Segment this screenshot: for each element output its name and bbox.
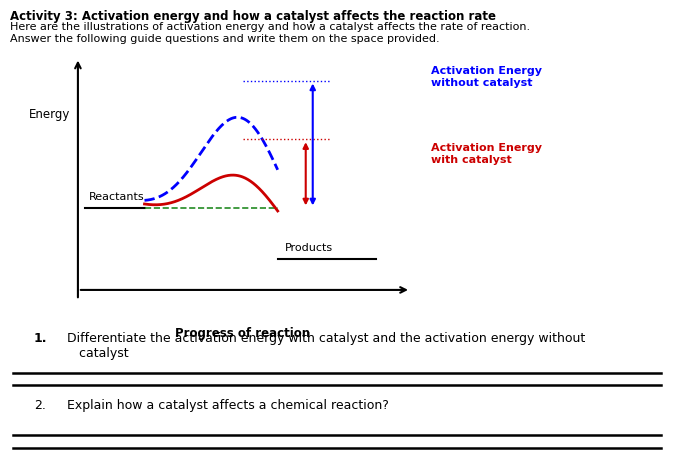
Text: Activation Energy
with catalyst: Activation Energy with catalyst [431,143,543,165]
Text: Here are the illustrations of activation energy and how a catalyst affects the r: Here are the illustrations of activation… [10,22,530,32]
Text: Activation Energy
without catalyst: Activation Energy without catalyst [431,66,543,88]
Text: Products: Products [284,242,333,252]
Text: Explain how a catalyst affects a chemical reaction?: Explain how a catalyst affects a chemica… [67,398,390,411]
Text: Differentiate the activation energy with catalyst and the activation energy with: Differentiate the activation energy with… [67,331,586,359]
Text: 1.: 1. [34,331,47,344]
Text: Reactants: Reactants [88,191,144,201]
Text: 2.: 2. [34,398,46,411]
Text: Answer the following guide questions and write them on the space provided.: Answer the following guide questions and… [10,34,439,44]
Text: Energy: Energy [29,108,71,121]
Text: Progress of reaction: Progress of reaction [175,326,310,339]
Text: Activity 3: Activation energy and how a catalyst affects the reaction rate: Activity 3: Activation energy and how a … [10,10,496,23]
